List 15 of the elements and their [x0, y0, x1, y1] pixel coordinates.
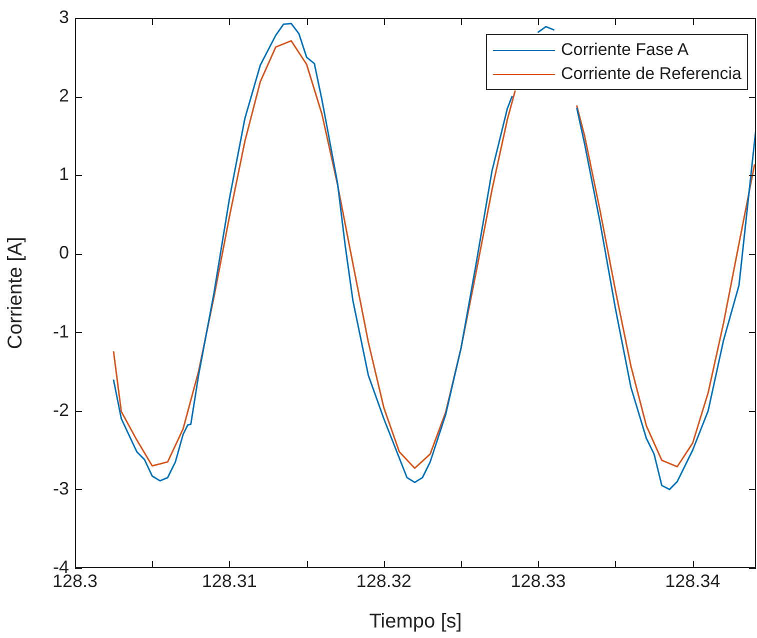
- y-tick-label: -1: [52, 321, 69, 342]
- y-tick-label: 1: [58, 164, 69, 184]
- x-tick-label: 128.31: [202, 570, 257, 591]
- x-tick-label: 128.33: [510, 570, 566, 591]
- x-axis-title: Tiempo [s]: [369, 610, 462, 633]
- x-tick-label: 128.32: [356, 570, 412, 591]
- y-axis-title: Corriente [A]: [4, 236, 27, 350]
- legend-label: Corriente Fase A: [561, 40, 689, 60]
- y-tick-label: 0: [58, 242, 69, 263]
- x-tick-label: 128.34: [665, 570, 720, 591]
- y-tick-label: 2: [58, 86, 69, 106]
- y-tick-label: 3: [58, 6, 69, 27]
- y-tick-label: -3: [52, 478, 69, 498]
- legend-label: Corriente de Referencia: [561, 64, 742, 84]
- y-tick-label: -2: [52, 400, 69, 420]
